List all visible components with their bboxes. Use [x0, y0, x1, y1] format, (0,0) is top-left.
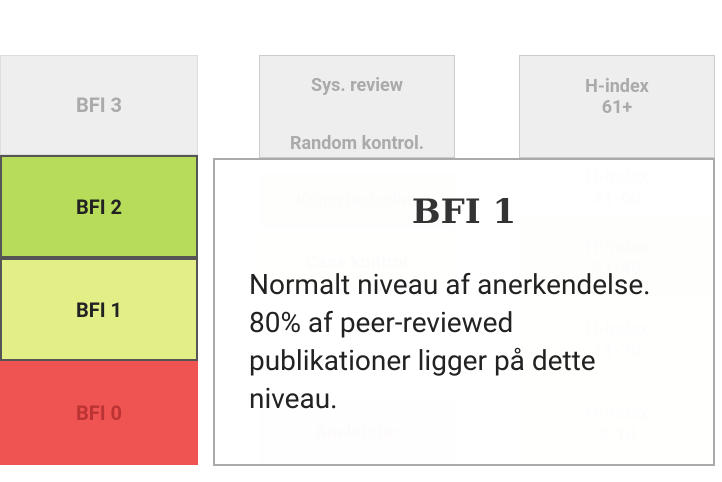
level-box[interactable]: BFI 0	[0, 361, 198, 465]
group-box	[259, 55, 455, 158]
pub-type[interactable]: Sys. review	[311, 74, 403, 96]
level-box[interactable]: BFI 1	[0, 258, 198, 361]
popup-title: BFI 1	[411, 192, 517, 232]
level-box[interactable]: BFI 2	[0, 155, 198, 258]
popup-text: Normalt niveau af anerkendelse. 80% af p…	[249, 268, 651, 415]
level-box[interactable]: BFI 3	[0, 55, 198, 155]
h-index[interactable]: H-index 61+	[519, 55, 715, 158]
pub-type[interactable]: Random kontrol.	[289, 132, 425, 154]
popup: BFI 1 Normalt niveau af anerkendelse. 80…	[213, 158, 715, 466]
